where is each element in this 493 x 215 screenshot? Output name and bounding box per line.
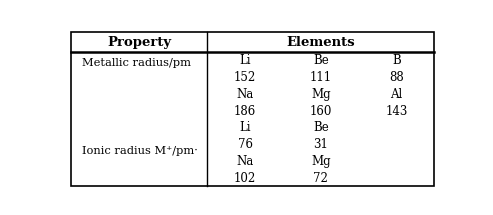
Text: 160: 160 [310, 104, 332, 118]
Text: 111: 111 [310, 71, 332, 84]
Text: Na: Na [237, 88, 254, 101]
Text: 102: 102 [234, 172, 256, 184]
Text: Property: Property [107, 35, 171, 49]
Text: Al: Al [390, 88, 402, 101]
Text: Na: Na [237, 155, 254, 168]
Text: Mg: Mg [311, 88, 330, 101]
Text: Be: Be [313, 121, 329, 134]
Text: Mg: Mg [311, 155, 330, 168]
Text: 152: 152 [234, 71, 256, 84]
Text: 72: 72 [313, 172, 328, 184]
Text: Metallic radius/pm: Metallic radius/pm [82, 58, 191, 68]
Text: 143: 143 [385, 104, 408, 118]
Text: 186: 186 [234, 104, 256, 118]
Text: 31: 31 [313, 138, 328, 151]
Text: Ionic radius M⁺/pm·: Ionic radius M⁺/pm· [82, 146, 198, 156]
Text: B: B [392, 54, 401, 67]
Text: 88: 88 [389, 71, 404, 84]
Text: Be: Be [313, 54, 329, 67]
Text: Li: Li [239, 54, 251, 67]
Text: Elements: Elements [286, 35, 355, 49]
Text: Li: Li [239, 121, 251, 134]
Text: 76: 76 [238, 138, 252, 151]
